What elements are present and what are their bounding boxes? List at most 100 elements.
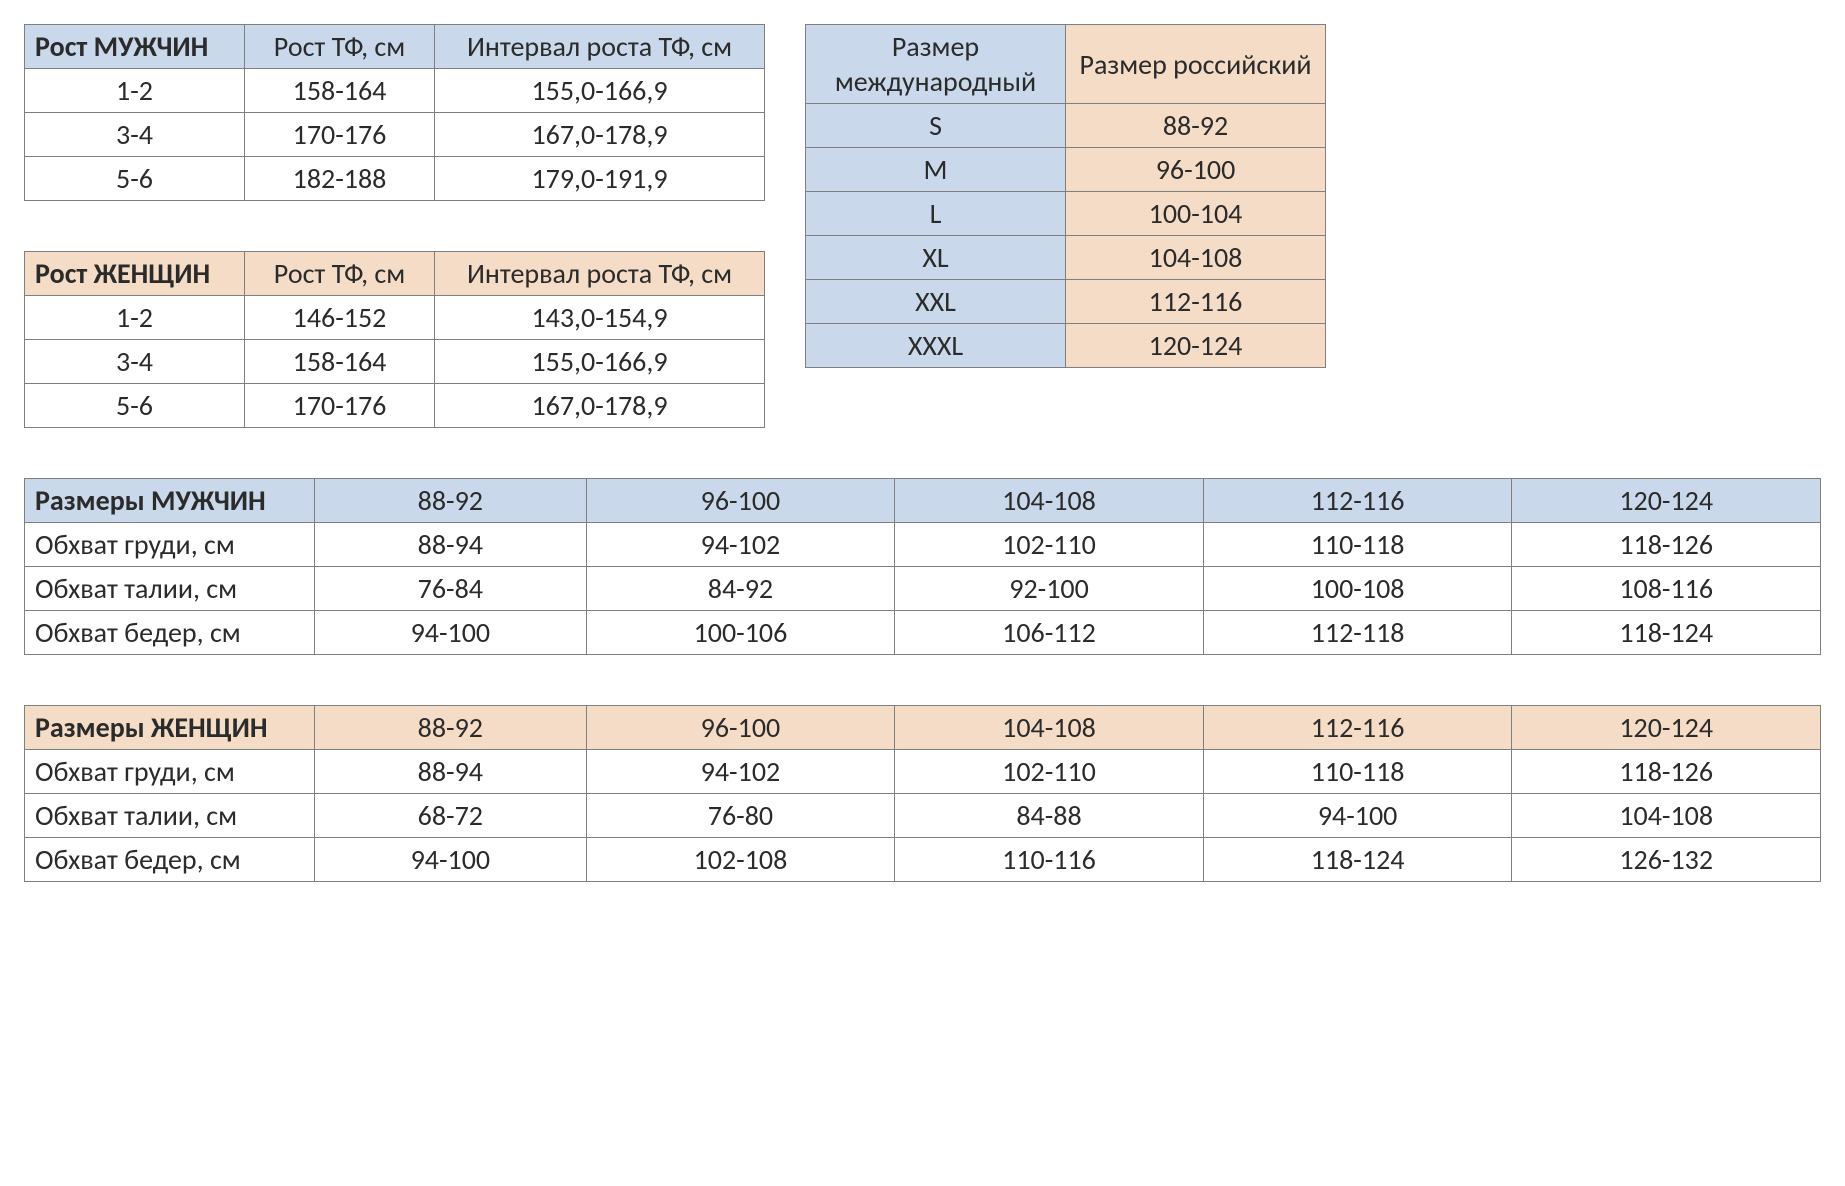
table-header-row: Размер международный Размер российский	[806, 25, 1326, 104]
cell: 84-92	[586, 567, 895, 611]
cell: 5-6	[25, 384, 245, 428]
col-header: 112-116	[1203, 706, 1512, 750]
table-row: XXXL 120-124	[806, 324, 1326, 368]
cell: 94-102	[586, 523, 895, 567]
col-header: Размеры ЖЕНЩИН	[25, 706, 315, 750]
cell: 100-106	[586, 611, 895, 655]
cell: 146-152	[245, 296, 435, 340]
cell: 102-108	[586, 838, 895, 882]
table-row: Обхват талии, см 68-72 76-80 84-88 94-10…	[25, 794, 1821, 838]
cell: 1-2	[25, 69, 245, 113]
cell: 118-124	[1203, 838, 1512, 882]
col-header: 120-124	[1512, 706, 1821, 750]
cell: 76-84	[315, 567, 587, 611]
row-label: Обхват талии, см	[25, 567, 315, 611]
table-header-row: Размеры МУЖЧИН 88-92 96-100 104-108 112-…	[25, 479, 1821, 523]
col-header: 96-100	[586, 706, 895, 750]
cell: 96-100	[1066, 148, 1326, 192]
cell: 110-118	[1203, 523, 1512, 567]
row-label: Обхват груди, см	[25, 750, 315, 794]
cell: M	[806, 148, 1066, 192]
col-header: Рост ЖЕНЩИН	[25, 252, 245, 296]
col-header: Рост ТФ, см	[245, 25, 435, 69]
col-header: 104-108	[895, 479, 1204, 523]
sizes-men-table: Размеры МУЖЧИН 88-92 96-100 104-108 112-…	[24, 478, 1821, 655]
cell: 102-110	[895, 523, 1204, 567]
table-row: M 96-100	[806, 148, 1326, 192]
col-header: 120-124	[1512, 479, 1821, 523]
cell: 170-176	[245, 113, 435, 157]
table-row: Обхват груди, см 88-94 94-102 102-110 11…	[25, 750, 1821, 794]
col-header: Интервал роста ТФ, см	[435, 252, 765, 296]
cell: XXXL	[806, 324, 1066, 368]
cell: 118-126	[1512, 750, 1821, 794]
cell: 1-2	[25, 296, 245, 340]
cell: 104-108	[1066, 236, 1326, 280]
col-header: 88-92	[315, 479, 587, 523]
cell: 102-110	[895, 750, 1204, 794]
table-row: Обхват бедер, см 94-100 100-106 106-112 …	[25, 611, 1821, 655]
table-row: 1-2 158-164 155,0-166,9	[25, 69, 765, 113]
cell: 106-112	[895, 611, 1204, 655]
size-map-table: Размер международный Размер российский S…	[805, 24, 1326, 368]
table-row: 5-6 182-188 179,0-191,9	[25, 157, 765, 201]
table-row: 1-2 146-152 143,0-154,9	[25, 296, 765, 340]
col-header: Интервал роста ТФ, см	[435, 25, 765, 69]
table-row: XL 104-108	[806, 236, 1326, 280]
table-row: L 100-104	[806, 192, 1326, 236]
cell: XXL	[806, 280, 1066, 324]
height-men-table: Рост МУЖЧИН Рост ТФ, см Интервал роста Т…	[24, 24, 765, 201]
cell: 94-100	[315, 611, 587, 655]
table-row: Обхват груди, см 88-94 94-102 102-110 11…	[25, 523, 1821, 567]
cell: 3-4	[25, 340, 245, 384]
cell: 104-108	[1512, 794, 1821, 838]
height-women-table: Рост ЖЕНЩИН Рост ТФ, см Интервал роста Т…	[24, 251, 765, 428]
cell: 84-88	[895, 794, 1204, 838]
cell: 94-102	[586, 750, 895, 794]
table-row: 5-6 170-176 167,0-178,9	[25, 384, 765, 428]
row-label: Обхват талии, см	[25, 794, 315, 838]
cell: 100-104	[1066, 192, 1326, 236]
cell: 76-80	[586, 794, 895, 838]
cell: L	[806, 192, 1066, 236]
cell: 112-116	[1066, 280, 1326, 324]
table-row: 3-4 158-164 155,0-166,9	[25, 340, 765, 384]
cell: 143,0-154,9	[435, 296, 765, 340]
col-header: 112-116	[1203, 479, 1512, 523]
cell: 110-116	[895, 838, 1204, 882]
col-header: Размер российский	[1066, 25, 1326, 104]
cell: 3-4	[25, 113, 245, 157]
cell: 167,0-178,9	[435, 384, 765, 428]
cell: 158-164	[245, 69, 435, 113]
cell: 155,0-166,9	[435, 340, 765, 384]
cell: 179,0-191,9	[435, 157, 765, 201]
row-label: Обхват бедер, см	[25, 611, 315, 655]
col-header: Размеры МУЖЧИН	[25, 479, 315, 523]
col-header: Рост МУЖЧИН	[25, 25, 245, 69]
cell: 182-188	[245, 157, 435, 201]
cell: 112-118	[1203, 611, 1512, 655]
cell: 94-100	[1203, 794, 1512, 838]
cell: 167,0-178,9	[435, 113, 765, 157]
table-header-row: Рост МУЖЧИН Рост ТФ, см Интервал роста Т…	[25, 25, 765, 69]
table-row: Обхват бедер, см 94-100 102-108 110-116 …	[25, 838, 1821, 882]
table-row: S 88-92	[806, 104, 1326, 148]
cell: 88-94	[315, 750, 587, 794]
col-header: 96-100	[586, 479, 895, 523]
table-row: XXL 112-116	[806, 280, 1326, 324]
cell: 68-72	[315, 794, 587, 838]
col-header: 104-108	[895, 706, 1204, 750]
cell: S	[806, 104, 1066, 148]
cell: 100-108	[1203, 567, 1512, 611]
col-header: Рост ТФ, см	[245, 252, 435, 296]
cell: 155,0-166,9	[435, 69, 765, 113]
table-header-row: Размеры ЖЕНЩИН 88-92 96-100 104-108 112-…	[25, 706, 1821, 750]
cell: 88-92	[1066, 104, 1326, 148]
cell: 158-164	[245, 340, 435, 384]
cell: 120-124	[1066, 324, 1326, 368]
col-header: Размер международный	[806, 25, 1066, 104]
row-label: Обхват бедер, см	[25, 838, 315, 882]
table-header-row: Рост ЖЕНЩИН Рост ТФ, см Интервал роста Т…	[25, 252, 765, 296]
cell: 126-132	[1512, 838, 1821, 882]
cell: 118-126	[1512, 523, 1821, 567]
